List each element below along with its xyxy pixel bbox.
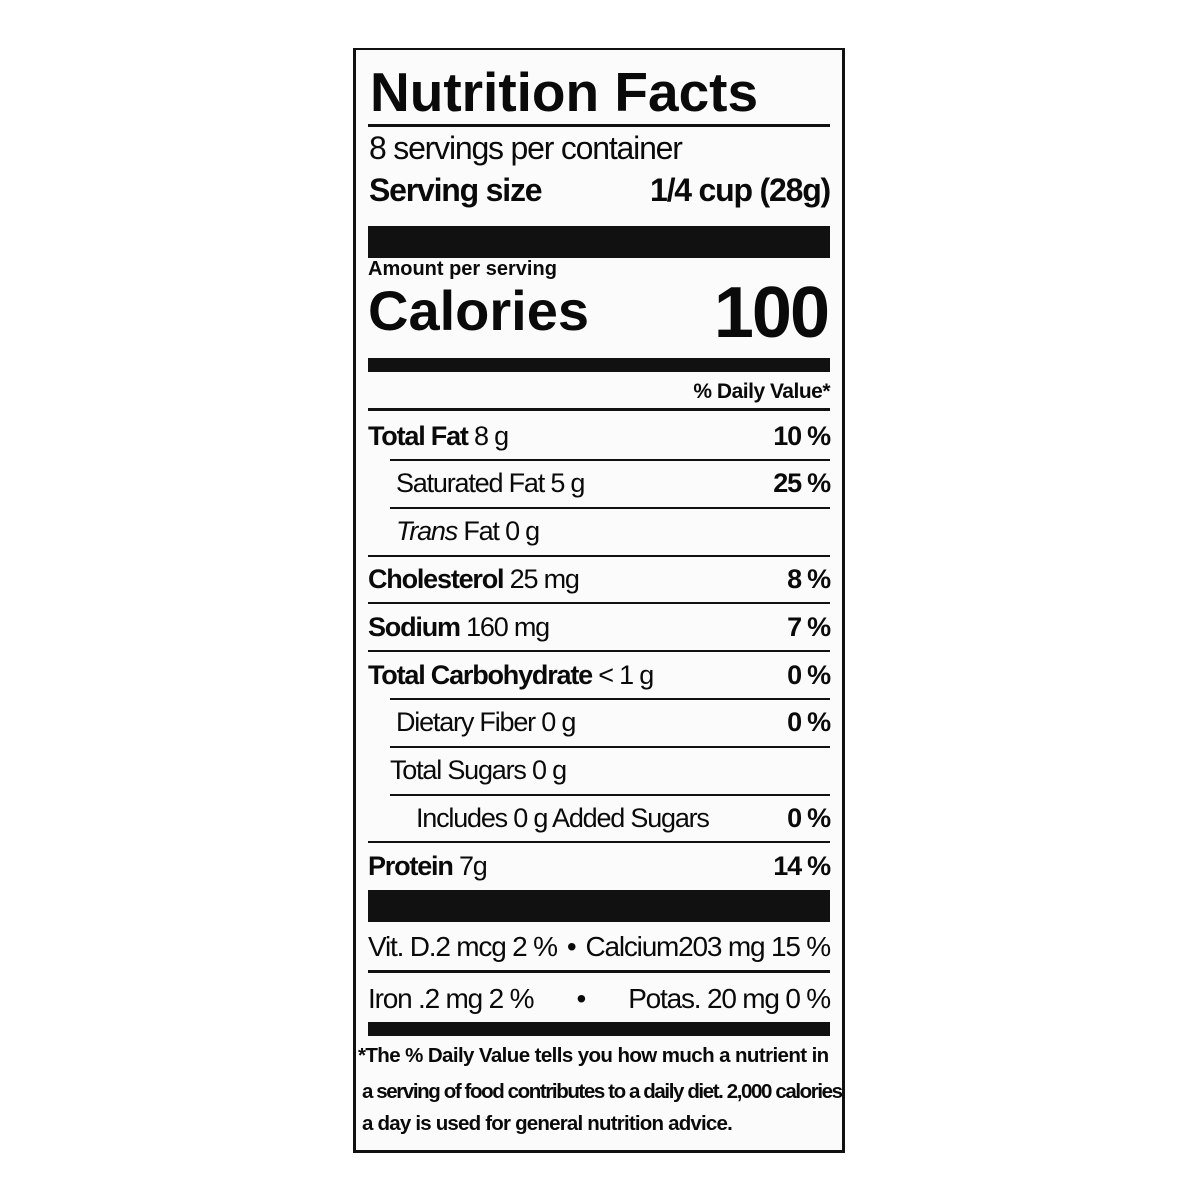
vitamin-row: Vit. D.2 mcg 2 % • Calcium203 mg 15 % [368,927,831,967]
divider [390,793,830,796]
nutrient-row: Trans Fat 0 g [368,512,830,552]
vitamin-d: Vit. D.2 mcg 2 % [368,931,558,962]
footnote-line-2: a serving of food contributes to a daily… [362,1080,843,1103]
nutrient-name: Saturated Fat [396,468,545,499]
nutrient-daily-value: 14 % [773,850,831,881]
nutrient-label: Dietary Fiber 0 g [368,707,576,738]
servings-per-container: 8 servings per container [369,130,683,166]
nutrient-amount: 0 g [541,707,576,738]
nutrient-row: Sodium 160 mg 7 % [368,607,831,647]
divider [368,602,830,605]
nutrient-daily-value: 8 % [787,563,831,594]
nutrient-name: Cholesterol [368,563,505,594]
nutrient-amount: 5 g [550,468,585,499]
divider [368,554,830,557]
divider [368,970,830,973]
nutrient-row: Protein 7g 14 % [368,846,831,886]
nutrient-daily-value: 7 % [787,611,831,642]
nutrient-row: Total Fat 8 g 10 % [368,416,831,456]
nutrient-amount: 0 g [532,755,567,786]
nutrient-daily-value: 10 % [773,420,831,451]
nutrient-label: Trans Fat 0 g [368,516,540,547]
nutrient-amount: 7g [458,850,488,881]
nutrient-amount: 25 mg [509,563,580,594]
nutrient-name: Includes 0 g Added Sugars [416,802,710,833]
nutrient-amount: 160 mg [466,611,550,642]
nutrient-name: Total Carbohydrate [368,659,593,690]
nutrient-name: Protein [368,850,454,881]
nutrition-facts-label: Nutrition Facts 8 servings per container… [353,48,845,1153]
nutrient-name: Sodium [368,611,461,642]
nutrient-daily-value: 0 % [787,802,831,833]
nutrient-amount: 0 g [505,516,540,547]
nutrient-row: Cholesterol 25 mg 8 % [368,559,831,599]
nutrient-name-suffix: Fat [463,516,500,547]
label-title: Nutrition Facts [370,61,759,123]
thick-divider [368,890,830,922]
divider [390,698,830,700]
calcium: Calcium203 mg 15 % [585,931,831,962]
footnote-line-3: a day is used for general nutrition advi… [362,1112,733,1135]
divider [368,408,830,411]
nutrient-amount: 8 g [474,420,509,451]
divider [368,124,830,127]
nutrient-label: Sodium 160 mg [368,611,550,643]
amount-per-serving: Amount per serving [368,258,557,280]
nutrient-label: Saturated Fat 5 g [368,468,585,499]
medium-divider [368,1022,830,1036]
nutrient-name: Total Fat [368,420,469,451]
potassium: Potas. 20 mg 0 % [628,983,831,1014]
divider [368,650,830,653]
mineral-row: Iron .2 mg 2 % • Potas. 20 mg 0 % [368,979,831,1019]
thick-divider [368,226,830,258]
nutrient-label: Protein 7g [368,850,488,882]
nutrient-label: Total Carbohydrate < 1 g [368,659,654,691]
divider [390,506,830,509]
nutrient-amount: < 1 g [598,659,654,690]
nutrient-label: Cholesterol 25 mg [368,563,580,595]
nutrient-label: Total Fat 8 g [368,420,509,452]
divider [390,745,830,748]
nutrient-row: Total Carbohydrate < 1 g 0 % [368,655,831,695]
nutrient-daily-value: 0 % [787,659,831,690]
nutrient-label: Total Sugars 0 g [368,755,567,786]
iron: Iron .2 mg 2 % [368,983,534,1014]
footnote-line-1: *The % Daily Value tells you how much a … [358,1044,829,1067]
divider [368,841,830,844]
nutrient-daily-value: 0 % [787,707,831,738]
nutrient-daily-value: 25 % [773,468,831,499]
calories-label: Calories [368,279,589,342]
nutrient-label: Includes 0 g Added Sugars [368,802,710,834]
medium-divider [368,358,830,372]
nutrient-row: Dietary Fiber 0 g 0 % [368,703,831,743]
nutrient-name: Total Sugars [390,755,527,786]
calories-value: 100 [713,273,830,353]
daily-value-header: % Daily Value* [693,380,830,403]
bullet: • [576,983,586,1014]
divider [390,459,830,461]
bullet: • [566,931,577,962]
nutrient-name: Trans [396,516,458,547]
nutrient-name: Dietary Fiber [396,707,536,738]
nutrient-row: Total Sugars 0 g [368,751,830,791]
nutrient-row: Includes 0 g Added Sugars 0 % [368,798,831,838]
serving-size-value: 1/4 cup (28g) [649,172,831,208]
serving-size-label: Serving size [369,172,543,208]
nutrient-row: Saturated Fat 5 g 25 % [368,464,831,504]
